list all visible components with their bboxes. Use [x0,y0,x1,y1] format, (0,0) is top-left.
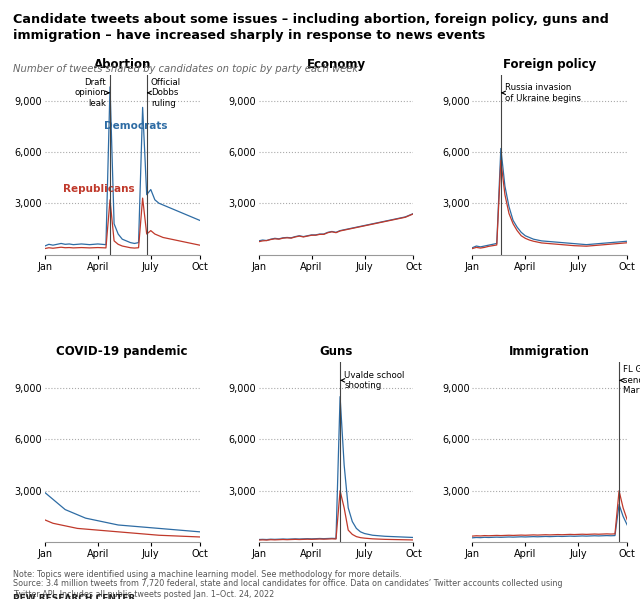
Text: PEW RESEARCH CENTER: PEW RESEARCH CENTER [13,594,135,599]
Text: Democrats: Democrats [104,121,167,131]
Text: Candidate tweets about some issues – including abortion, foreign policy, guns an: Candidate tweets about some issues – inc… [13,13,609,42]
Title: Economy: Economy [307,58,365,71]
Title: Abortion: Abortion [93,58,151,71]
Text: Source: 3.4 million tweets from 7,720 federal, state and local candidates for of: Source: 3.4 million tweets from 7,720 fe… [13,579,563,598]
Text: Russia invasion
of Ukraine begins: Russia invasion of Ukraine begins [502,83,581,102]
Title: COVID-19 pandemic: COVID-19 pandemic [56,346,188,358]
Text: Number of tweets shared by candidates on topic by party each week: Number of tweets shared by candidates on… [13,64,358,74]
Text: FL Gov. Ron DeSantis
sends migrants to
Martha's Vineyard: FL Gov. Ron DeSantis sends migrants to M… [620,365,640,395]
Text: Uvalde school
shooting: Uvalde school shooting [341,371,404,390]
Title: Guns: Guns [319,346,353,358]
Text: Republicans: Republicans [63,184,135,193]
Text: Note: Topics were identified using a machine learning model. See methodology for: Note: Topics were identified using a mac… [13,570,401,579]
Text: Official
Dobbs
ruling: Official Dobbs ruling [148,78,181,108]
Title: Foreign policy: Foreign policy [503,58,596,71]
Text: Draft
opinion
leak: Draft opinion leak [74,78,109,108]
Title: Immigration: Immigration [509,346,590,358]
